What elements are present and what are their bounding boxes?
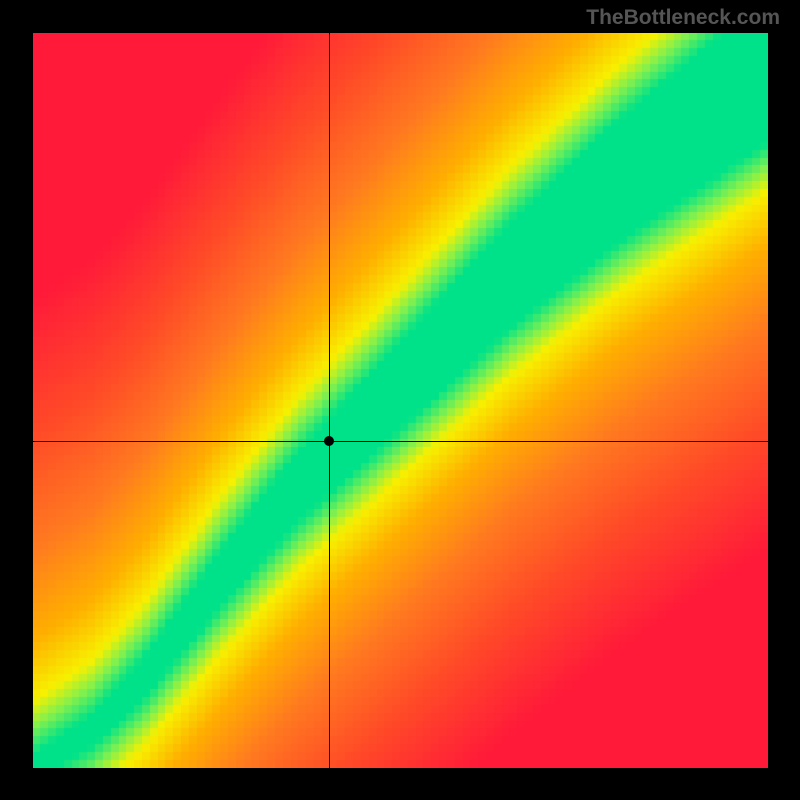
crosshair-horizontal xyxy=(33,441,768,442)
heatmap-plot xyxy=(33,33,768,768)
watermark-text: TheBottleneck.com xyxy=(586,6,780,30)
crosshair-marker xyxy=(324,436,334,446)
heatmap-canvas xyxy=(33,33,768,768)
crosshair-vertical xyxy=(329,33,330,768)
